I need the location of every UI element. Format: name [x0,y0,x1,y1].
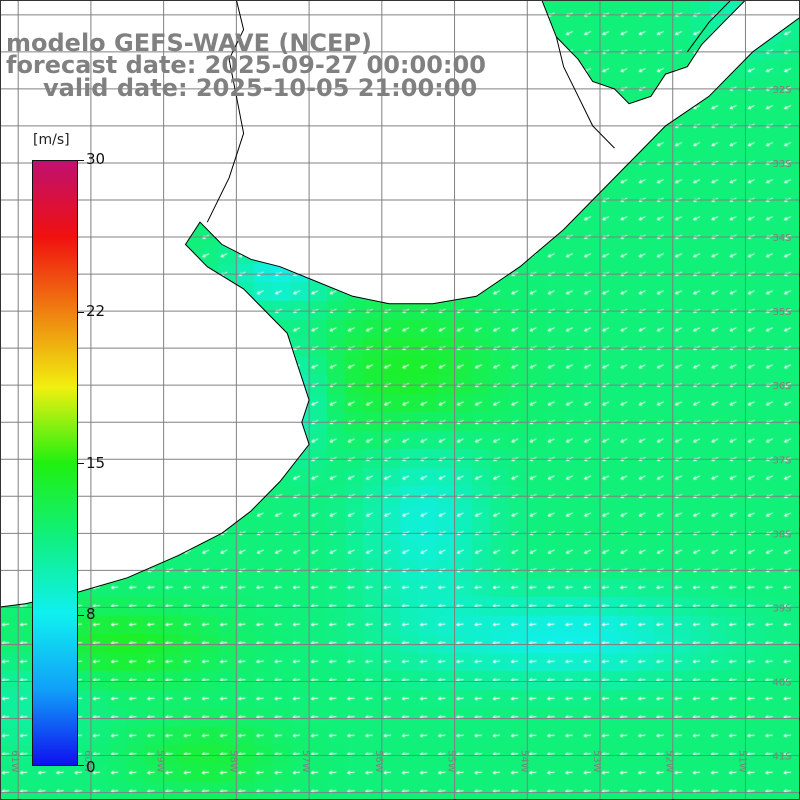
valid-date-title: valid date: 2025-10-05 21:00:00 [43,74,478,102]
colorbar-tick-label: 30 [86,150,106,168]
forecast-date-title: forecast date: 2025-09-27 00:00:00 [6,51,486,79]
colorbar-tick-mark [78,615,84,616]
model-title: modelo GEFS-WAVE (NCEP) [6,29,372,57]
colorbar-tick-mark [78,765,84,766]
colorbar-tick-label: 0 [86,758,96,776]
colorbar-tick-label: 15 [86,454,106,472]
colorbar-tick-label: 22 [86,302,106,320]
colorbar-tick-mark [78,312,84,313]
colorbar-tick-mark [78,160,84,161]
colorbar-tick-label: 8 [86,605,96,623]
colorbar [32,160,78,766]
colorbar-unit-label: [m/s] [33,132,70,148]
colorbar-tick-mark [78,463,84,464]
